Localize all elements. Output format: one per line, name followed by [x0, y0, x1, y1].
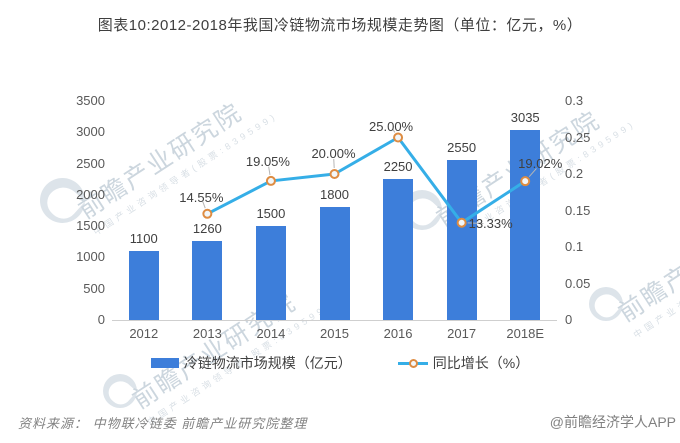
- x-axis-label: 2015: [320, 326, 349, 341]
- x-axis-label: 2016: [383, 326, 413, 341]
- bar: [319, 207, 350, 320]
- left-axis-tick: 3000: [76, 124, 105, 140]
- bar-value-label: 1100: [129, 231, 158, 247]
- x-axis-label: 2012: [129, 326, 159, 341]
- legend-label: 冷链物流市场规模（亿元）: [183, 355, 352, 371]
- left-axis-tick: 500: [83, 280, 105, 296]
- right-axis-tick: 0.25: [565, 129, 591, 145]
- line-marker: [393, 132, 404, 143]
- x-axis-line: [112, 320, 557, 321]
- right-axis-tick: 0.15: [565, 202, 591, 218]
- bar: [128, 251, 159, 320]
- right-axis-tick: 0.1: [565, 239, 584, 254]
- right-axis-tick: 0.2: [565, 166, 584, 181]
- line-value-label: 20.00%: [311, 146, 356, 161]
- bar-value-label: 1260: [192, 221, 222, 237]
- legend-item-line: 同比增长（%）: [397, 353, 530, 373]
- x-axis-label: 2014: [256, 326, 286, 341]
- bar-value-label: 1800: [320, 187, 349, 203]
- credit-text: @前瞻经济学人APP: [549, 414, 676, 430]
- legend-item-bar: 冷链物流市场规模（亿元）: [150, 353, 352, 373]
- line-marker: [329, 169, 340, 179]
- x-axis-label: 2013: [192, 326, 222, 341]
- bar: [446, 160, 477, 320]
- right-axis-tick: 0.05: [565, 275, 591, 291]
- left-axis-tick: 1500: [76, 218, 105, 234]
- x-axis-label: 2017: [447, 326, 477, 341]
- legend-label: 同比增长（%）: [432, 355, 530, 371]
- bar-value-label: 2550: [447, 140, 477, 156]
- line-value-label: 19.05%: [245, 153, 290, 169]
- legend: 冷链物流市场规模（亿元） 同比增长（%）: [0, 353, 680, 373]
- right-axis-tick: 0.3: [565, 93, 584, 108]
- line-value-label: 19.02%: [518, 156, 563, 172]
- line-swatch-icon: [397, 358, 428, 368]
- bar: [383, 179, 414, 320]
- chart-title: 图表10:2012-2018年我国冷链物流市场规模走势图（单位：亿元，%）: [97, 17, 583, 34]
- line-value-label: 25.00%: [369, 118, 414, 134]
- bar-swatch-icon: [150, 358, 179, 368]
- left-axis-tick: 2000: [76, 186, 105, 202]
- line-marker: [265, 175, 276, 186]
- line-marker: [202, 208, 213, 219]
- bar-value-label: 3035: [510, 110, 540, 126]
- bar: [255, 226, 286, 320]
- source-note: 资料来源： 中物联冷链委 前瞻产业研究院整理: [18, 416, 308, 431]
- left-axis-tick: 0: [97, 312, 105, 327]
- left-axis-tick: 3500: [76, 93, 105, 108]
- left-axis-tick: 1000: [76, 249, 105, 265]
- bar-value-label: 1500: [256, 206, 286, 222]
- x-axis-label: 2018E: [506, 326, 544, 341]
- left-axis-tick: 2500: [76, 155, 105, 171]
- bar-value-label: 2250: [383, 159, 413, 175]
- line-value-label: 13.33%: [468, 215, 513, 231]
- line-value-label: 14.55%: [179, 189, 224, 205]
- right-axis-tick: 0: [565, 312, 573, 327]
- bar: [192, 241, 223, 320]
